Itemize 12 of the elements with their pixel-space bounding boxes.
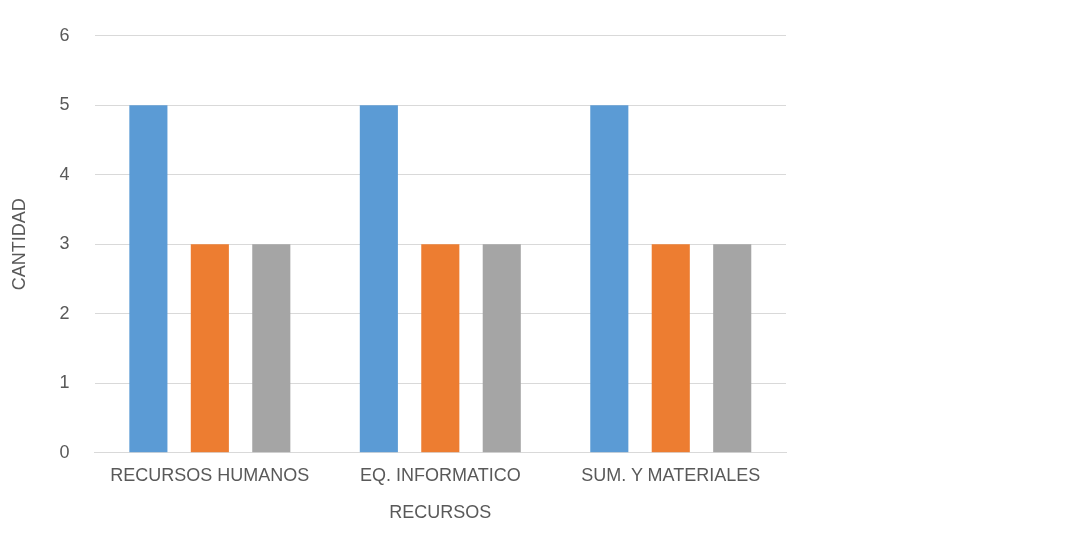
- y-tick-label: 2: [59, 302, 70, 323]
- x-tick-label: RECURSOS HUMANOS: [110, 464, 310, 485]
- y-tick-label: 1: [59, 372, 70, 393]
- x-axis-title: RECURSOS: [389, 502, 492, 523]
- y-tick-label: 0: [59, 441, 70, 462]
- y-tick-label: 3: [59, 233, 70, 254]
- y-tick-label: 5: [59, 94, 70, 115]
- y-tick-label: 4: [59, 163, 70, 184]
- x-tick-label: EQ. INFORMATICO: [359, 464, 521, 485]
- y-tick-label: 6: [59, 24, 70, 45]
- y-axis-title: CANTIDAD: [8, 198, 29, 291]
- x-tick-label: SUM. Y MATERIALES: [581, 464, 761, 485]
